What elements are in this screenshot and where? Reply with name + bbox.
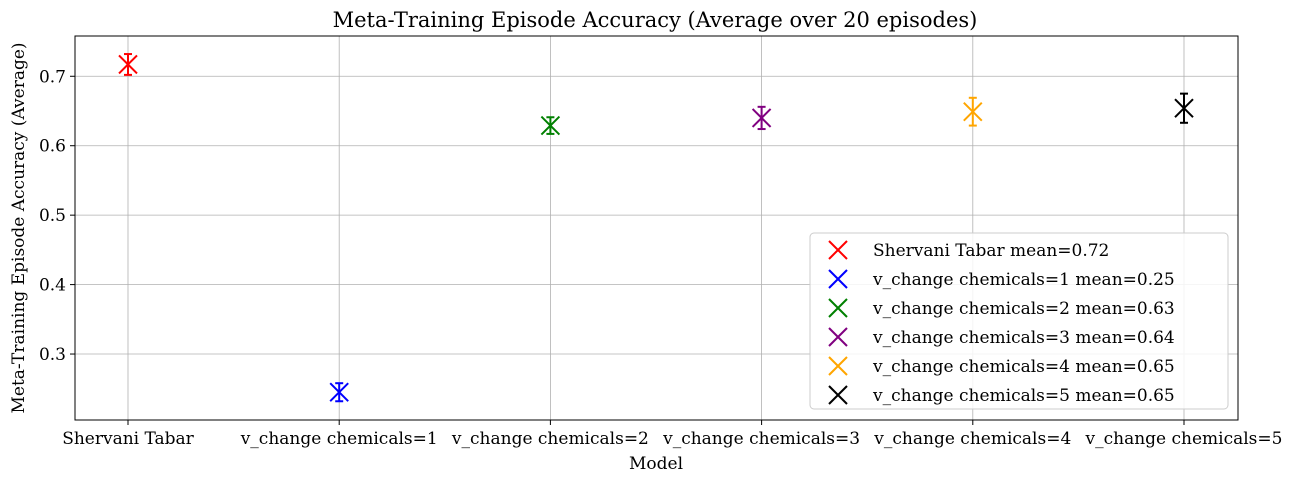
data-point xyxy=(963,96,983,127)
legend-entry: v_change chemicals=1 mean=0.25 xyxy=(828,269,1175,290)
legend-label: v_change chemicals=2 mean=0.63 xyxy=(872,299,1175,319)
x-marker-stroke xyxy=(1174,98,1194,118)
legend-marker xyxy=(828,298,848,318)
legend-box xyxy=(809,232,1229,410)
y-tick-label: 0.5 xyxy=(39,206,66,226)
x-marker-stroke xyxy=(329,382,349,402)
data-marks xyxy=(118,53,1194,403)
y-tick-label: 0.4 xyxy=(39,276,66,296)
x-tick-label: Shervani Tabar xyxy=(62,429,194,449)
x-tick-label: v_change chemicals=3 xyxy=(662,429,860,449)
legend-marker xyxy=(828,269,848,289)
data-point xyxy=(751,105,772,131)
data-point xyxy=(540,115,561,136)
y-axis-label: Meta-Training Episode Accuracy (Average) xyxy=(9,42,29,413)
chart-title: Meta-Training Episode Accuracy (Average … xyxy=(333,8,978,32)
legend-marker xyxy=(828,356,848,376)
x-tick-label: v_change chemicals=2 xyxy=(451,429,649,449)
plot-frame xyxy=(74,35,1239,421)
y-tick-label: 0.6 xyxy=(39,137,66,157)
legend-label: v_change chemicals=1 mean=0.25 xyxy=(872,270,1175,290)
x-tick-label: v_change chemicals=5 xyxy=(1085,429,1283,449)
x-axis-label: Model xyxy=(629,454,683,474)
legend-marker xyxy=(828,385,848,405)
legend-entry: v_change chemicals=3 mean=0.64 xyxy=(828,327,1175,348)
data-point xyxy=(329,382,349,403)
x-marker-stroke xyxy=(963,101,983,122)
legend-label: v_change chemicals=4 mean=0.65 xyxy=(872,357,1175,377)
y-tick-label: 0.7 xyxy=(39,67,66,87)
x-marker-stroke xyxy=(118,54,138,75)
legend-marker xyxy=(828,327,848,347)
data-point xyxy=(1174,92,1194,124)
data-point xyxy=(118,53,138,76)
legend-label: v_change chemicals=3 mean=0.64 xyxy=(872,328,1175,348)
x-tick-label: v_change chemicals=4 xyxy=(873,429,1071,449)
legend-entry: v_change chemicals=4 mean=0.65 xyxy=(828,356,1175,377)
legend: Shervani Tabar mean=0.72 v_change chemica… xyxy=(809,232,1229,410)
legend-entry: v_change chemicals=2 mean=0.63 xyxy=(828,298,1175,319)
x-marker-stroke xyxy=(540,115,561,136)
legend-entry: v_change chemicals=5 mean=0.65 xyxy=(828,385,1175,406)
axis-ticks: Shervani Tabar v_change chemicals=1 v_chan… xyxy=(39,67,1283,449)
legend-entry: Shervani Tabar mean=0.72 xyxy=(828,240,1109,261)
y-tick-label: 0.3 xyxy=(39,345,66,365)
x-tick-label: v_change chemicals=1 xyxy=(240,429,438,449)
legend-label: Shervani Tabar mean=0.72 xyxy=(873,241,1109,261)
x-marker-stroke xyxy=(751,108,772,128)
legend-marker xyxy=(828,240,848,260)
legend-label: v_change chemicals=5 mean=0.65 xyxy=(872,386,1175,406)
